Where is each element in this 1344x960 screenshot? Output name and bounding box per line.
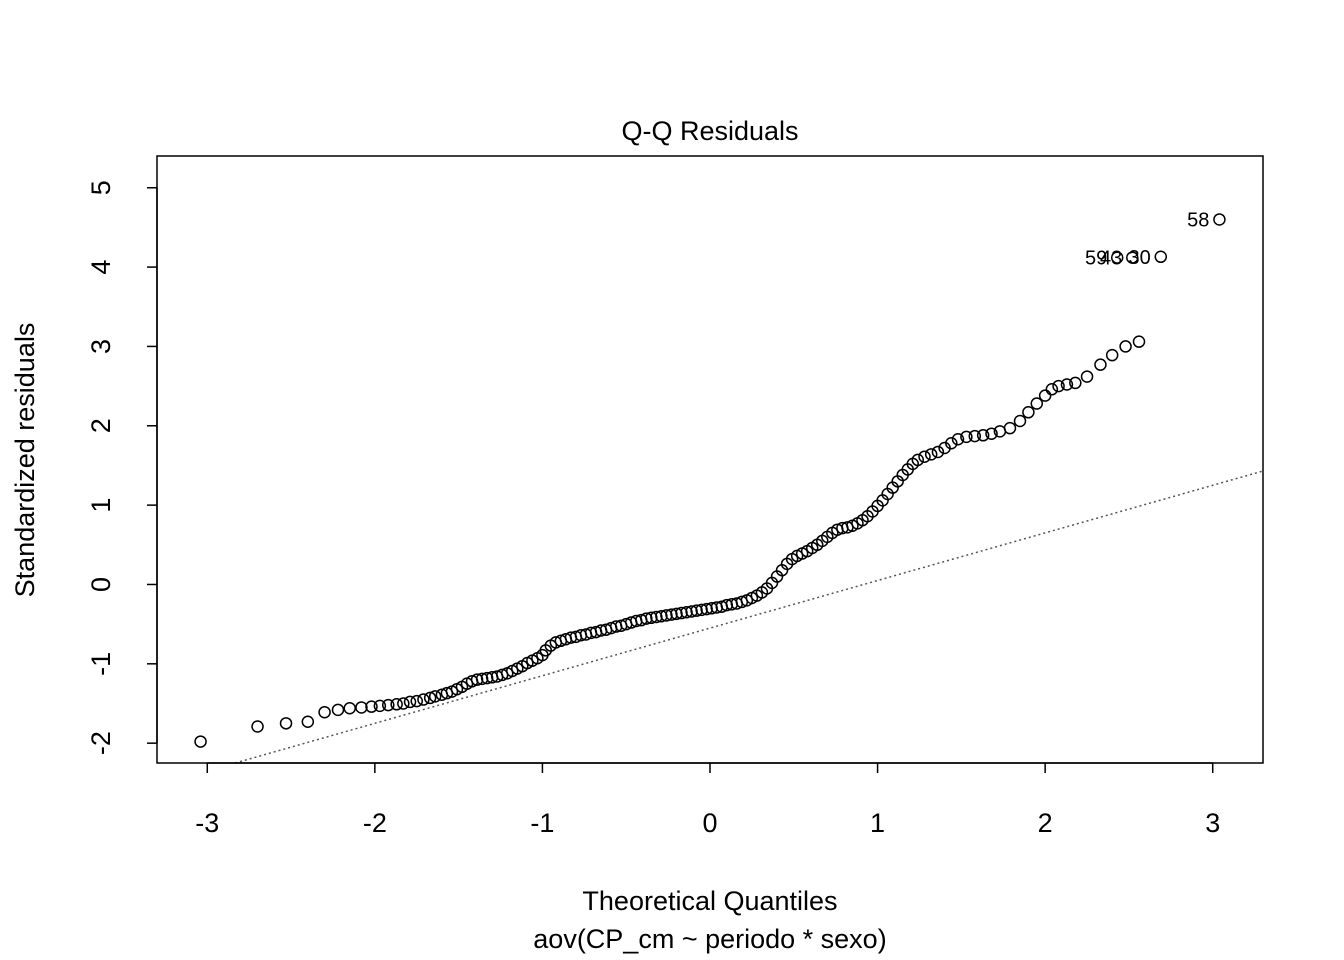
x-tick-label: -3: [195, 808, 219, 838]
point-label: 58: [1187, 209, 1209, 231]
data-point: [1105, 348, 1119, 362]
data-point: [951, 433, 965, 446]
data-point: [279, 717, 293, 730]
chart-title: Q-Q Residuals: [621, 116, 798, 146]
data-point: [423, 691, 437, 705]
data-point: [918, 450, 931, 463]
data-point: [1126, 251, 1139, 264]
y-tick-label: -1: [86, 652, 116, 676]
data-point: [1132, 335, 1146, 348]
data-point: [1110, 251, 1124, 264]
point-label: 59: [1085, 248, 1107, 270]
data-point: [968, 429, 982, 443]
data-point: [1094, 358, 1107, 371]
data-point: [390, 698, 403, 711]
data-point: [976, 429, 990, 442]
data-point: [365, 700, 378, 713]
x-tick-label: 1: [870, 808, 885, 838]
data-point: [1013, 414, 1027, 428]
data-point: [301, 715, 315, 728]
x-tick-label: -2: [363, 808, 387, 838]
data-point: [373, 699, 387, 713]
data-point: [318, 705, 331, 719]
x-tick-label: -1: [530, 808, 554, 838]
y-tick-label: 4: [86, 260, 116, 275]
data-point: [1213, 213, 1226, 226]
reference-line-layer: [234, 470, 1264, 764]
data-point: [403, 695, 417, 709]
point-label: 30: [1129, 247, 1151, 269]
data-point: [1038, 389, 1052, 402]
points-layer: [194, 213, 1226, 748]
data-point: [410, 694, 423, 708]
data-point: [924, 448, 938, 461]
y-tick-label: 1: [86, 498, 116, 513]
data-point: [1030, 397, 1044, 410]
data-point: [251, 720, 264, 733]
x-axis-label: Theoretical Quantiles: [582, 886, 837, 916]
data-point: [343, 702, 356, 715]
data-point: [911, 453, 925, 467]
data-point: [331, 703, 345, 717]
x-axis-sublabel: aov(CP_cm ~ periodo * sexo): [533, 924, 886, 954]
data-point: [931, 445, 945, 459]
y-axis-label: Standardized residuals: [10, 323, 40, 598]
y-tick-label: 3: [86, 339, 116, 354]
data-point: [417, 693, 430, 706]
data-point: [355, 701, 368, 714]
data-point: [1080, 370, 1094, 383]
data-point: [382, 698, 395, 712]
y-tick-label: -2: [86, 731, 116, 755]
point-label: 43: [1100, 248, 1122, 270]
data-point: [1045, 383, 1059, 396]
data-point: [428, 690, 442, 703]
reference-line: [234, 470, 1264, 764]
y-tick-label: 2: [86, 418, 116, 433]
data-point: [1060, 378, 1074, 391]
plot-frame: [156, 155, 1264, 764]
y-tick-label: 0: [86, 577, 116, 592]
data-point: [1003, 421, 1017, 435]
data-point: [194, 735, 207, 748]
data-point: [985, 427, 998, 440]
data-point: [397, 697, 410, 710]
x-tick-label: 2: [1038, 808, 1053, 838]
data-point: [1022, 406, 1035, 419]
x-tick-label: 3: [1205, 808, 1220, 838]
data-point: [1069, 376, 1082, 390]
data-point: [960, 430, 973, 444]
data-point: [1119, 340, 1132, 353]
y-tick-label: 5: [86, 180, 116, 195]
data-point: [1052, 379, 1065, 393]
data-point: [1154, 250, 1168, 264]
x-tick-label: 0: [702, 808, 717, 838]
data-point: [945, 436, 958, 450]
